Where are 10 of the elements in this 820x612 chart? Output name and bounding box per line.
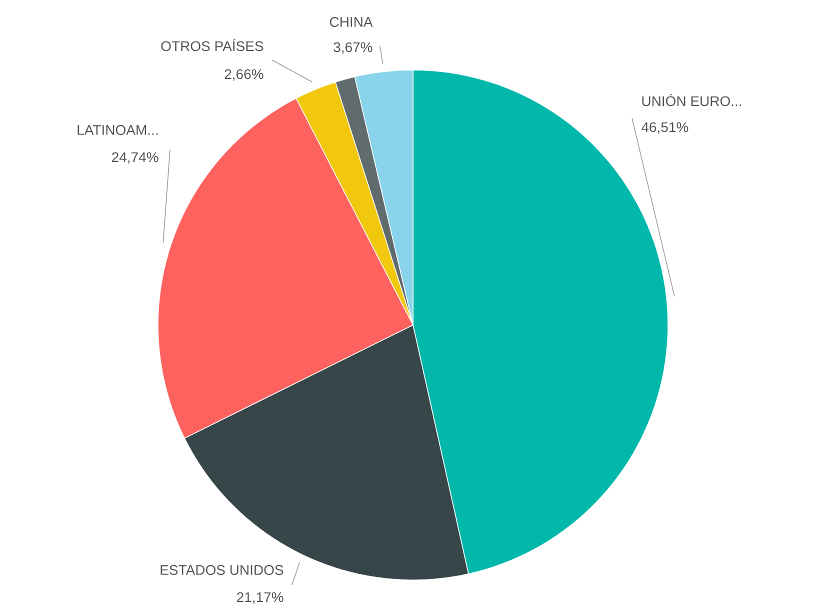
data-label: 24,74%	[112, 152, 158, 164]
slice-label: CHINA	[330, 17, 373, 27]
data-label: 2,66%	[224, 69, 264, 81]
slice-label: ESTADOS UNIDOS	[160, 565, 284, 575]
data-label: 46,51%	[642, 122, 688, 134]
data-label: 21,17%	[237, 592, 284, 604]
slice-label: UNIÓN EURO...	[642, 94, 742, 106]
slice-label: OTROS PAÍSES	[161, 38, 264, 52]
slice-label: LATINOAM...	[78, 125, 158, 135]
data-label: 3,67%	[334, 42, 372, 54]
